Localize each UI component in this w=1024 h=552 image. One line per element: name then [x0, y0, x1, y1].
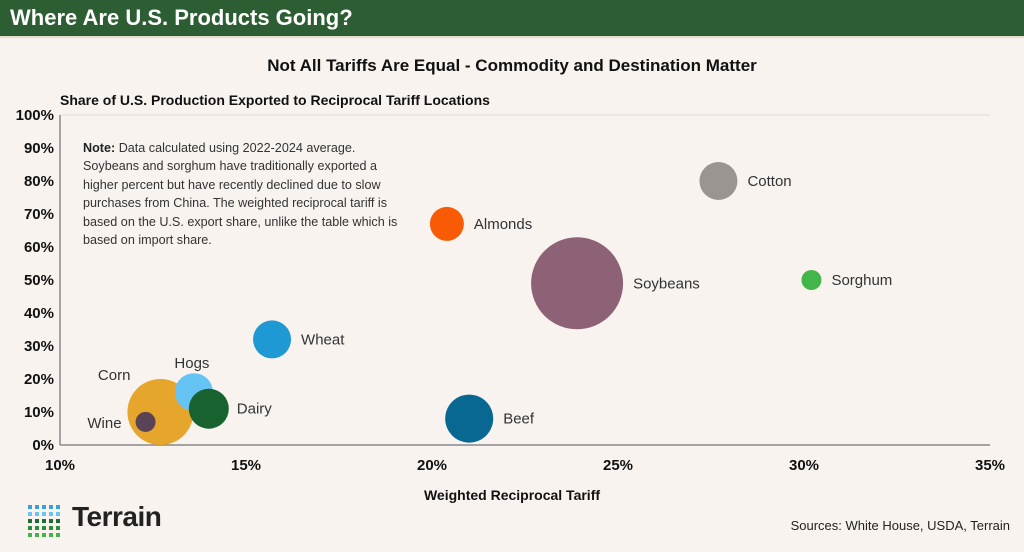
logo-dot [56, 526, 60, 530]
bubble-label-soybeans: Soybeans [633, 275, 700, 292]
bubble-label-wheat: Wheat [301, 331, 345, 348]
logo-dot [35, 533, 39, 537]
x-tick-label: 35% [975, 457, 1005, 474]
y-tick-label: 90% [24, 140, 54, 157]
logo-dot [49, 533, 53, 537]
bubble-label-beef: Beef [503, 411, 535, 428]
bubble-label-wine: Wine [87, 415, 121, 432]
logo-dot [35, 526, 39, 530]
chart-subtitle: Not All Tariffs Are Equal - Commodity an… [267, 56, 757, 75]
x-tick-label: 25% [603, 457, 633, 474]
y-tick-label: 10% [24, 404, 54, 421]
chart-note: Note: Data calculated using 2022-2024 av… [83, 139, 403, 249]
logo-dot [35, 512, 39, 516]
logo-dot [42, 505, 46, 509]
logo-dot [28, 512, 32, 516]
y-tick-label: 50% [24, 272, 54, 289]
x-tick-label: 30% [789, 457, 819, 474]
bubble-beef [445, 394, 494, 443]
y-tick-label: 80% [24, 173, 54, 190]
logo-grid-icon [28, 505, 60, 537]
bubble-label-corn: Corn [98, 367, 131, 384]
logo-dot [49, 505, 53, 509]
logo-dot [35, 519, 39, 523]
y-tick-label: 60% [24, 239, 54, 256]
bubble-sorghum [801, 270, 822, 290]
logo-dot [35, 505, 39, 509]
logo-dot [49, 519, 53, 523]
logo-dot [49, 526, 53, 530]
x-tick-label: 10% [45, 457, 75, 474]
logo-text: Terrain [72, 501, 162, 532]
logo-dot [42, 526, 46, 530]
bubble-label-dairy: Dairy [237, 401, 273, 418]
y-tick-label: 0% [32, 437, 54, 454]
bubble-cotton [699, 162, 738, 200]
y-tick-label: 20% [24, 371, 54, 388]
logo-dot [28, 505, 32, 509]
x-axis-title: Weighted Reciprocal Tariff [423, 487, 601, 503]
bubble-wine [135, 411, 156, 432]
bubble-dairy [188, 388, 229, 429]
logo-dot [28, 533, 32, 537]
y-tick-label: 40% [24, 305, 54, 322]
bubble-label-hogs: Hogs [174, 355, 209, 372]
logo-dot [42, 519, 46, 523]
x-tick-label: 20% [417, 457, 447, 474]
sources: Sources: White House, USDA, Terrain [790, 518, 1010, 533]
logo-dot [56, 512, 60, 516]
page-title: Where Are U.S. Products Going? [10, 5, 353, 30]
bubble-almonds [429, 206, 464, 241]
logo-dot [49, 512, 53, 516]
logo-dot [28, 519, 32, 523]
title-banner: Where Are U.S. Products Going? [0, 0, 1024, 38]
logo-dot [28, 526, 32, 530]
note-text: Data calculated using 2022-2024 average.… [83, 141, 398, 248]
y-tick-label: 100% [16, 107, 54, 124]
y-axis-title: Share of U.S. Production Exported to Rec… [60, 92, 490, 108]
logo-dot [56, 533, 60, 537]
logo-dot [56, 505, 60, 509]
bubble-wheat [253, 320, 292, 359]
y-tick-label: 70% [24, 206, 54, 223]
x-tick-label: 15% [231, 457, 261, 474]
bubble-soybeans [531, 237, 624, 330]
bubble-label-almonds: Almonds [474, 216, 532, 233]
bubble-label-cotton: Cotton [747, 173, 791, 190]
logo-dot [42, 533, 46, 537]
note-label: Note: [83, 141, 116, 155]
logo-dot [56, 519, 60, 523]
y-tick-label: 30% [24, 338, 54, 355]
logo-dot [42, 512, 46, 516]
bubble-label-sorghum: Sorghum [831, 272, 892, 289]
